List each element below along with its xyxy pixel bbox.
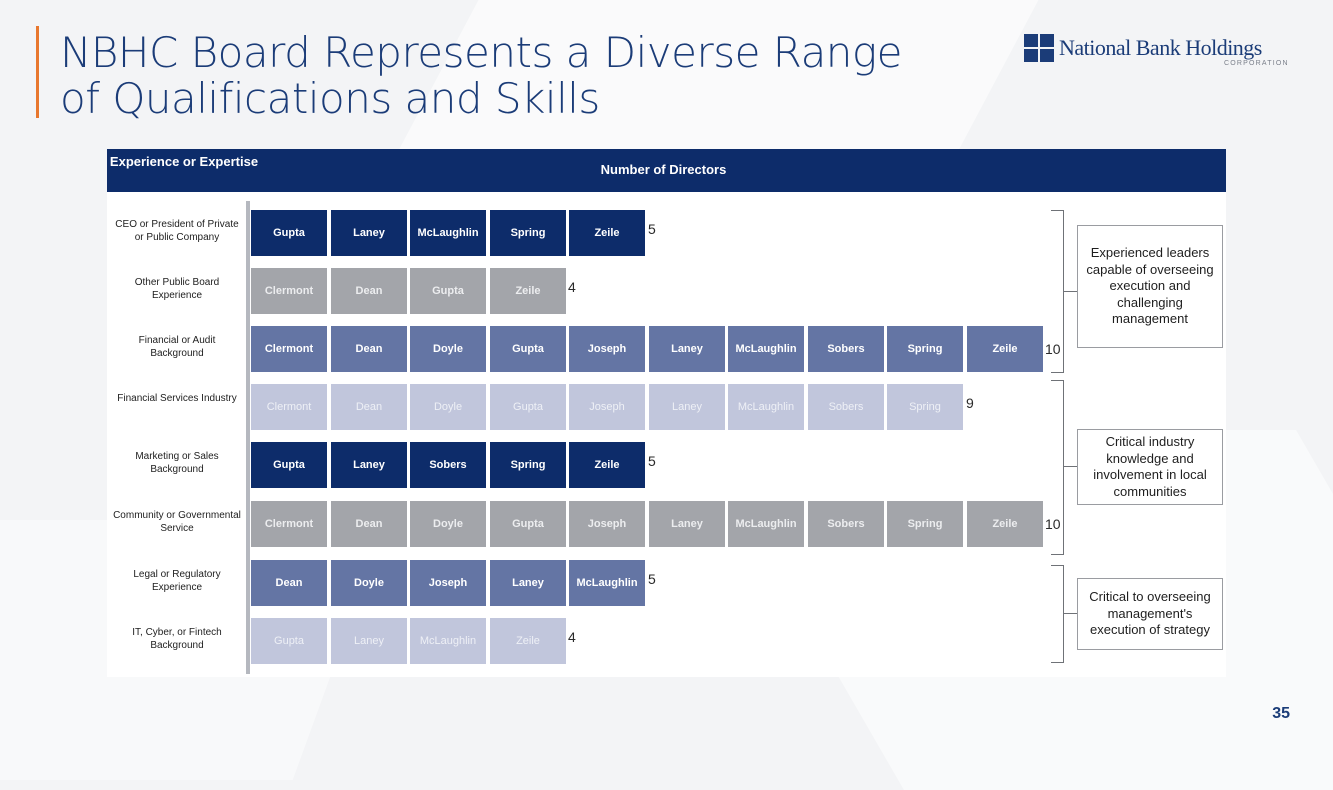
header-number-of-directors: Number of Directors xyxy=(600,162,727,177)
director-cell: Clermont xyxy=(251,326,327,372)
directors-skills-table: Experience or Expertise Number of Direct… xyxy=(107,149,1226,677)
director-count: 5 xyxy=(648,571,656,587)
director-cell: Spring xyxy=(490,210,566,256)
director-cell: Joseph xyxy=(410,560,486,606)
group-bracket-2 xyxy=(1051,380,1064,555)
group-bracket-3 xyxy=(1051,565,1064,663)
callout-industry-knowledge: Critical industry knowledge and involvem… xyxy=(1077,429,1223,505)
director-cell: Doyle xyxy=(410,384,486,430)
director-cell: McLaughlin xyxy=(410,618,486,664)
director-cell: Zeile xyxy=(569,210,645,256)
director-count: 4 xyxy=(568,629,576,645)
director-cell: Clermont xyxy=(251,384,327,430)
row-label: Financial Services Industry xyxy=(117,393,237,404)
director-count: 10 xyxy=(1045,516,1061,532)
director-cell: Sobers xyxy=(410,442,486,488)
director-count: 5 xyxy=(648,221,656,237)
company-logo: National Bank Holdings CORPORATION xyxy=(1024,34,1294,74)
director-cell: Dean xyxy=(331,326,407,372)
director-cell: Sobers xyxy=(808,326,884,372)
logo-subtitle: CORPORATION xyxy=(1224,60,1289,67)
director-cell: Zeile xyxy=(490,268,566,314)
director-cell: Doyle xyxy=(410,326,486,372)
row-label: Community or Governmental Service xyxy=(113,510,241,534)
director-cell: Sobers xyxy=(808,384,884,430)
director-cell: Laney xyxy=(649,326,725,372)
director-cell: Clermont xyxy=(251,501,327,547)
director-cell: Zeile xyxy=(490,618,566,664)
director-count: 4 xyxy=(568,279,576,295)
logo-name: National Bank Holdings xyxy=(1059,35,1262,60)
director-count: 9 xyxy=(966,395,974,411)
director-cell: Gupta xyxy=(251,442,327,488)
director-cell: Gupta xyxy=(490,501,566,547)
director-cell: Dean xyxy=(251,560,327,606)
director-cell: McLaughlin xyxy=(728,326,804,372)
director-cell: Zeile xyxy=(967,326,1043,372)
slide-title-line-2: of Qualifications and Skills xyxy=(60,74,600,123)
director-cell: Laney xyxy=(649,384,725,430)
director-count: 10 xyxy=(1045,341,1061,357)
group-bracket-1-stub xyxy=(1064,291,1077,292)
director-cell: Zeile xyxy=(967,501,1043,547)
director-cell: Laney xyxy=(331,618,407,664)
director-cell: Gupta xyxy=(490,384,566,430)
director-cell: Laney xyxy=(649,501,725,547)
group-bracket-1 xyxy=(1051,210,1064,373)
director-cell: Dean xyxy=(331,501,407,547)
callout-experienced-leaders: Experienced leaders capable of overseein… xyxy=(1077,225,1223,348)
director-cell: Spring xyxy=(887,501,963,547)
table-header: Experience or Expertise Number of Direct… xyxy=(107,149,1226,192)
director-cell: McLaughlin xyxy=(569,560,645,606)
director-cell: Gupta xyxy=(251,210,327,256)
group-bracket-3-stub xyxy=(1064,613,1077,614)
director-cell: Laney xyxy=(490,560,566,606)
group-bracket-2-stub xyxy=(1064,466,1077,467)
row-label: Legal or Regulatory Experience xyxy=(133,569,221,593)
row-label: IT, Cyber, or Fintech Background xyxy=(132,627,222,651)
row-axis-line xyxy=(246,201,250,674)
row-label: Financial or Audit Background xyxy=(138,335,216,359)
slide-title-line-1: NBHC Board Represents a Diverse Range xyxy=(60,28,902,77)
director-cell: Dean xyxy=(331,384,407,430)
director-cell: Zeile xyxy=(569,442,645,488)
director-cell: McLaughlin xyxy=(728,501,804,547)
director-cell: Spring xyxy=(490,442,566,488)
row-label: Other Public Board Experience xyxy=(134,277,220,301)
director-cell: McLaughlin xyxy=(728,384,804,430)
director-cell: Spring xyxy=(887,384,963,430)
director-cell: McLaughlin xyxy=(410,210,486,256)
callout-overseeing-strategy: Critical to overseeing management's exec… xyxy=(1077,578,1223,650)
director-cell: Gupta xyxy=(251,618,327,664)
director-cell: Clermont xyxy=(251,268,327,314)
slide-title: NBHC Board Represents a Diverse Range of… xyxy=(60,30,902,122)
director-cell: Joseph xyxy=(569,501,645,547)
director-cell: Gupta xyxy=(410,268,486,314)
director-cell: Sobers xyxy=(808,501,884,547)
director-cell: Spring xyxy=(887,326,963,372)
director-cell: Laney xyxy=(331,442,407,488)
director-cell: Gupta xyxy=(490,326,566,372)
director-cell: Dean xyxy=(331,268,407,314)
logo-squares-icon xyxy=(1024,34,1054,62)
page-number: 35 xyxy=(1272,705,1290,722)
row-label: CEO or President of Private or Public Co… xyxy=(115,219,239,243)
row-label: Marketing or Sales Background xyxy=(135,451,219,475)
director-cell: Joseph xyxy=(569,326,645,372)
director-cell: Doyle xyxy=(331,560,407,606)
director-cell: Joseph xyxy=(569,384,645,430)
director-count: 5 xyxy=(648,453,656,469)
header-experience: Experience or Expertise xyxy=(109,154,259,169)
director-cell: Doyle xyxy=(410,501,486,547)
title-accent-bar xyxy=(36,26,39,118)
director-cell: Laney xyxy=(331,210,407,256)
